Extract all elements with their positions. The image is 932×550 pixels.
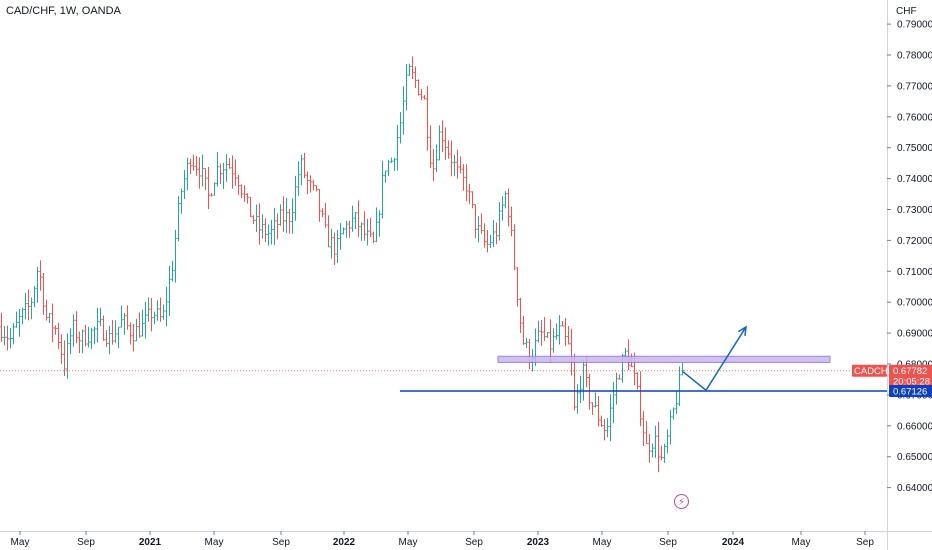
price-tick-label: 0.70000	[897, 298, 932, 309]
current-price-value: 0.67782	[893, 366, 927, 377]
time-tick-label: 2023	[527, 537, 550, 548]
price-tick-label: 0.64000	[897, 483, 932, 494]
countdown-value: 20:05:28	[893, 377, 930, 388]
symbol-tag	[852, 364, 887, 377]
time-tick-label: May	[399, 537, 418, 548]
chart-legend-title: CAD/CHF, 1W, OANDA	[6, 5, 121, 17]
currency-label: CHF	[896, 6, 917, 17]
price-tick-label: 0.79000	[897, 20, 932, 31]
price-tick-label: 0.76000	[897, 112, 932, 123]
price-tick-label: 0.74000	[897, 174, 932, 185]
current-price-tag	[889, 364, 932, 388]
price-tick-label: 0.75000	[897, 143, 932, 154]
time-tick-label: May	[593, 537, 612, 548]
price-tick-label: 0.66000	[897, 421, 932, 432]
ohlc-bars	[0, 56, 684, 473]
time-tick-label: Sep	[465, 537, 483, 548]
time-tick-label: Sep	[659, 537, 677, 548]
time-tick-label: May	[205, 537, 224, 548]
time-tick-label: May	[792, 537, 811, 548]
time-tick-label: Sep	[272, 537, 290, 548]
price-tick-label: 0.78000	[897, 51, 932, 62]
resistance-zone	[497, 355, 831, 363]
price-tick-label: 0.77000	[897, 81, 932, 92]
time-tick-label: 2024	[722, 537, 745, 548]
price-tick-label: 0.71000	[897, 267, 932, 278]
symbol-tag-label: CADCHF	[854, 366, 894, 377]
line-price-tag	[889, 385, 932, 398]
time-tick-label: Sep	[856, 537, 874, 548]
lightning-icon[interactable]: ⚡	[674, 494, 689, 509]
time-tick-label: 2022	[333, 537, 356, 548]
price-tick-label: 0.72000	[897, 236, 932, 247]
price-tick-label: 0.69000	[897, 329, 932, 340]
time-axis: May Sep 2021 May Sep 2022 May Sep 2023 May Sep 2024…	[0, 531, 932, 548]
time-tick-label: Sep	[77, 537, 95, 548]
drawing-overlays	[0, 325, 887, 392]
time-tick-label: May	[11, 537, 30, 548]
price-tick-label: 0.65000	[897, 452, 932, 463]
price-tick-label: 0.73000	[897, 205, 932, 216]
line-price-value: 0.67126	[893, 387, 927, 398]
projection-path	[682, 326, 747, 392]
price-axis: CHF 0.79000 0.78000 0.77000 0.76000 0.75000 0.…	[887, 0, 932, 550]
projection-arrowhead	[737, 325, 747, 336]
time-tick-label: 2021	[139, 537, 162, 548]
